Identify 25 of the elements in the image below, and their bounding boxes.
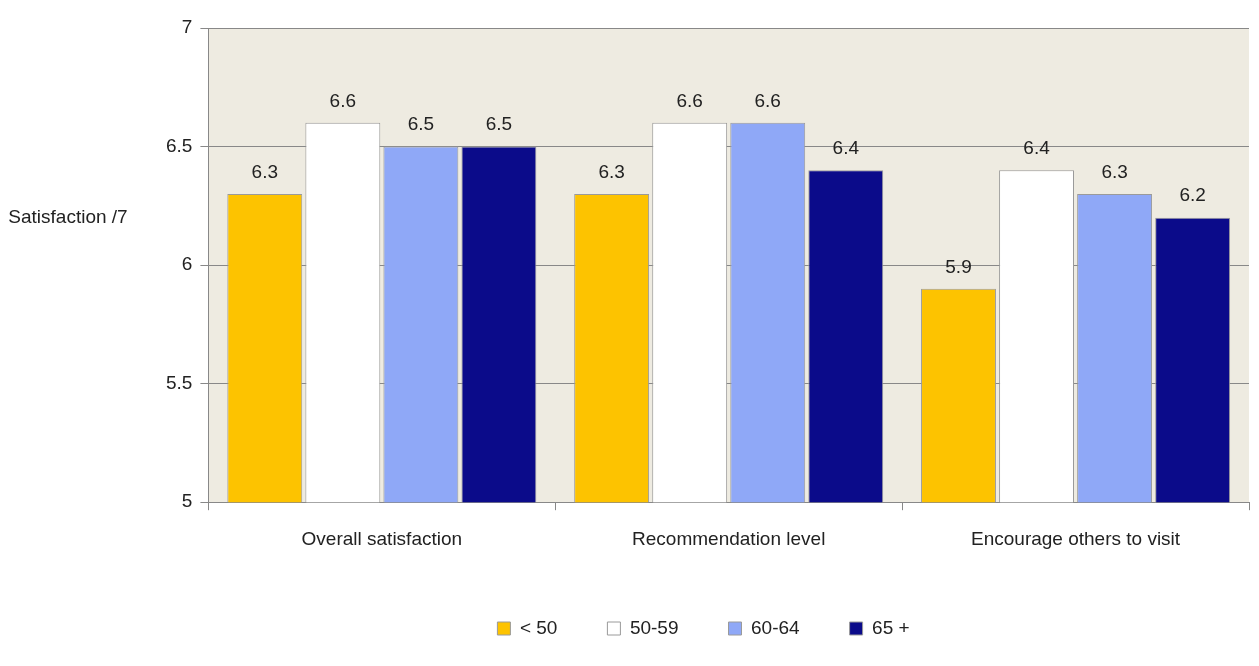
legend-label: 65 +: [872, 616, 910, 638]
x-tick-label: Overall satisfaction: [301, 527, 463, 549]
data-label: 6.3: [251, 160, 278, 182]
data-label: 6.5: [485, 113, 513, 135]
data-label: 6.4: [832, 136, 860, 158]
x-tick-label: Encourage others to visit: [971, 527, 1181, 549]
legend-label: < 50: [519, 616, 558, 638]
data-label: 5.9: [945, 255, 972, 277]
legend-label: 50-59: [629, 616, 679, 638]
data-label: 6.3: [598, 160, 625, 182]
data-label: 6.5: [407, 113, 435, 135]
data-label: 6.6: [329, 89, 357, 111]
data-label: 6.6: [676, 89, 703, 111]
data-label: 6.4: [1023, 136, 1051, 158]
data-label: 6.2: [1179, 184, 1206, 206]
y-tick-label: 7: [181, 16, 193, 38]
x-tick-label: Recommendation level: [632, 527, 826, 549]
y-axis-title: Satisfaction /7: [8, 205, 128, 229]
legend-label: 60-64: [751, 616, 801, 638]
y-tick-label: 5: [181, 490, 193, 512]
y-tick-label: 5.5: [165, 371, 193, 393]
data-label: 6.6: [754, 89, 781, 111]
y-tick-label: 6: [181, 253, 193, 275]
y-tick-label: 6.5: [165, 134, 193, 156]
data-label: 6.3: [1101, 160, 1128, 182]
